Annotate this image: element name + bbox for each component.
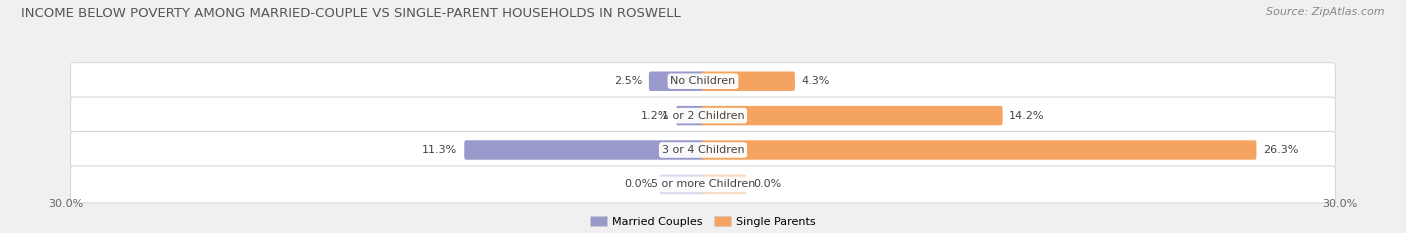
Text: No Children: No Children [671, 76, 735, 86]
FancyBboxPatch shape [702, 175, 747, 194]
FancyBboxPatch shape [702, 106, 1002, 125]
Text: 11.3%: 11.3% [422, 145, 457, 155]
Text: 0.0%: 0.0% [754, 179, 782, 189]
Text: 1 or 2 Children: 1 or 2 Children [662, 111, 744, 121]
FancyBboxPatch shape [659, 175, 704, 194]
Text: 14.2%: 14.2% [1010, 111, 1045, 121]
FancyBboxPatch shape [676, 106, 704, 125]
Text: 2.5%: 2.5% [614, 76, 643, 86]
Text: Source: ZipAtlas.com: Source: ZipAtlas.com [1267, 7, 1385, 17]
FancyBboxPatch shape [702, 140, 1257, 160]
FancyBboxPatch shape [70, 63, 1336, 100]
Text: INCOME BELOW POVERTY AMONG MARRIED-COUPLE VS SINGLE-PARENT HOUSEHOLDS IN ROSWELL: INCOME BELOW POVERTY AMONG MARRIED-COUPL… [21, 7, 681, 20]
FancyBboxPatch shape [70, 166, 1336, 203]
Text: 3 or 4 Children: 3 or 4 Children [662, 145, 744, 155]
Text: 26.3%: 26.3% [1263, 145, 1299, 155]
FancyBboxPatch shape [650, 72, 704, 91]
Text: 0.0%: 0.0% [624, 179, 652, 189]
Legend: Married Couples, Single Parents: Married Couples, Single Parents [586, 212, 820, 231]
Text: 5 or more Children: 5 or more Children [651, 179, 755, 189]
Text: 1.2%: 1.2% [641, 111, 669, 121]
FancyBboxPatch shape [70, 131, 1336, 169]
FancyBboxPatch shape [702, 72, 794, 91]
FancyBboxPatch shape [464, 140, 704, 160]
FancyBboxPatch shape [70, 97, 1336, 134]
Text: 4.3%: 4.3% [801, 76, 830, 86]
Text: 30.0%: 30.0% [1322, 199, 1358, 209]
Text: 30.0%: 30.0% [48, 199, 84, 209]
